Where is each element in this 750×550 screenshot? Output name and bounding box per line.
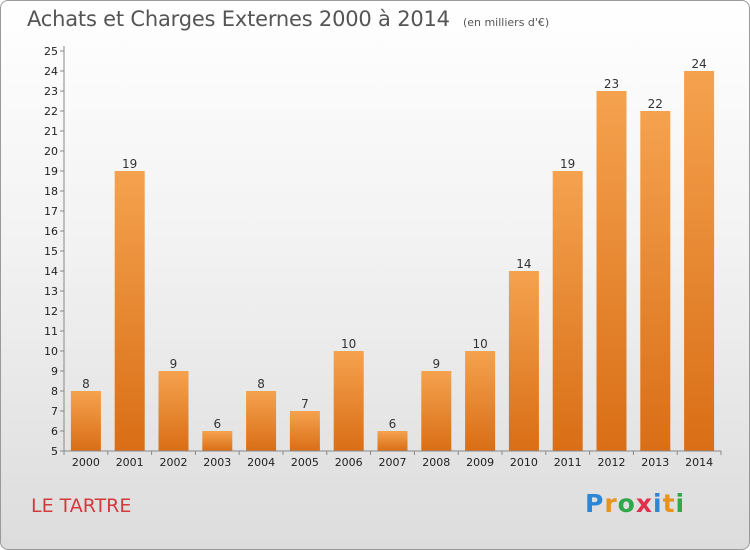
bar-2011 xyxy=(552,171,583,451)
bar-2013 xyxy=(640,111,671,451)
value-label-2014: 24 xyxy=(691,57,706,71)
y-tick-label: 5 xyxy=(51,445,58,458)
logo-letter: i xyxy=(675,489,686,518)
title-row: Achats et Charges Externes 2000 à 2014 (… xyxy=(27,7,549,31)
x-tick-label: 2000 xyxy=(72,456,100,469)
y-tick-label: 24 xyxy=(44,65,58,78)
y-tick-label: 25 xyxy=(44,45,58,58)
bars: 8 19 9 6 8 7 10 6 9 10 14 19 23 22 24 xyxy=(70,57,715,451)
logo-letter: r xyxy=(604,489,618,518)
y-tick-label: 19 xyxy=(44,165,58,178)
bar-2010 xyxy=(508,271,539,451)
x-tick-label: 2002 xyxy=(160,456,188,469)
value-label-2013: 22 xyxy=(648,97,663,111)
y-tick-label: 17 xyxy=(44,205,58,218)
logo-letter: x xyxy=(635,489,653,518)
y-tick-label: 20 xyxy=(44,145,58,158)
y-tick-label: 11 xyxy=(44,325,58,338)
x-tick-label: 2008 xyxy=(422,456,450,469)
bar-2002 xyxy=(158,371,189,451)
bar-2005 xyxy=(289,411,320,451)
x-tick-label: 2009 xyxy=(466,456,494,469)
x-tick-label: 2004 xyxy=(247,456,275,469)
y-tick-label: 13 xyxy=(44,285,58,298)
value-label-2000: 8 xyxy=(82,377,90,391)
logo-letter: t xyxy=(662,489,676,518)
x-tick-label: 2001 xyxy=(116,456,144,469)
x-axis: 2000 2001 2002 2003 2004 2005 2006 2007 2008 2009… xyxy=(63,450,722,469)
value-label-2003: 6 xyxy=(213,417,221,431)
y-tick-label: 12 xyxy=(44,305,58,318)
bar-2012 xyxy=(596,91,627,451)
x-tick-label: 2003 xyxy=(203,456,231,469)
y-tick-label: 16 xyxy=(44,225,58,238)
value-label-2012: 23 xyxy=(604,77,619,91)
x-tick-label: 2006 xyxy=(335,456,363,469)
y-tick-label: 8 xyxy=(51,385,58,398)
chart-title: Achats et Charges Externes 2000 à 2014 xyxy=(27,7,450,31)
x-tick-label: 2013 xyxy=(641,456,669,469)
chart-subtitle: (en milliers d'€) xyxy=(462,16,550,29)
bar-2003 xyxy=(202,431,233,451)
x-tick-label: 2012 xyxy=(598,456,626,469)
value-label-2001: 19 xyxy=(122,157,137,171)
value-label-2007: 6 xyxy=(389,417,397,431)
x-tick-label: 2007 xyxy=(379,456,407,469)
bar-2014 xyxy=(684,71,715,451)
bar-2009 xyxy=(465,351,496,451)
value-label-2009: 10 xyxy=(472,337,487,351)
y-tick-label: 7 xyxy=(51,405,58,418)
value-label-2002: 9 xyxy=(170,357,178,371)
x-tick-label: 2014 xyxy=(685,456,713,469)
logo-letter: o xyxy=(617,489,636,518)
y-axis: 5 6 7 8 9 10 11 12 13 14 15 16 17 18 19 20 21 22 23 24 25 xyxy=(44,45,65,458)
value-label-2005: 7 xyxy=(301,397,309,411)
bar-2004 xyxy=(246,391,277,451)
logo-letter: P xyxy=(585,489,605,518)
value-label-2008: 9 xyxy=(432,357,440,371)
y-tick-label: 15 xyxy=(44,245,58,258)
y-tick-label: 21 xyxy=(44,125,58,138)
y-tick-label: 10 xyxy=(44,345,58,358)
bar-2006 xyxy=(333,351,364,451)
y-tick-label: 9 xyxy=(51,365,58,378)
value-label-2006: 10 xyxy=(341,337,356,351)
value-label-2011: 19 xyxy=(560,157,575,171)
y-tick-label: 6 xyxy=(51,425,58,438)
x-tick-label: 2005 xyxy=(291,456,319,469)
logo-letter: i xyxy=(653,489,663,518)
bar-2001 xyxy=(114,171,145,451)
y-tick-label: 18 xyxy=(44,185,58,198)
value-label-2004: 8 xyxy=(257,377,265,391)
bar-2007 xyxy=(377,431,408,451)
x-tick-label: 2011 xyxy=(554,456,582,469)
y-tick-label: 14 xyxy=(44,265,58,278)
y-tick-label: 22 xyxy=(44,105,58,118)
place-name: LE TARTRE xyxy=(31,495,132,517)
bar-2008 xyxy=(421,371,452,451)
bar-2000 xyxy=(70,391,101,451)
x-tick-label: 2010 xyxy=(510,456,538,469)
y-tick-label: 23 xyxy=(44,85,58,98)
proxiti-logo[interactable]: Proxiti xyxy=(585,489,685,518)
value-label-2010: 14 xyxy=(516,257,531,271)
